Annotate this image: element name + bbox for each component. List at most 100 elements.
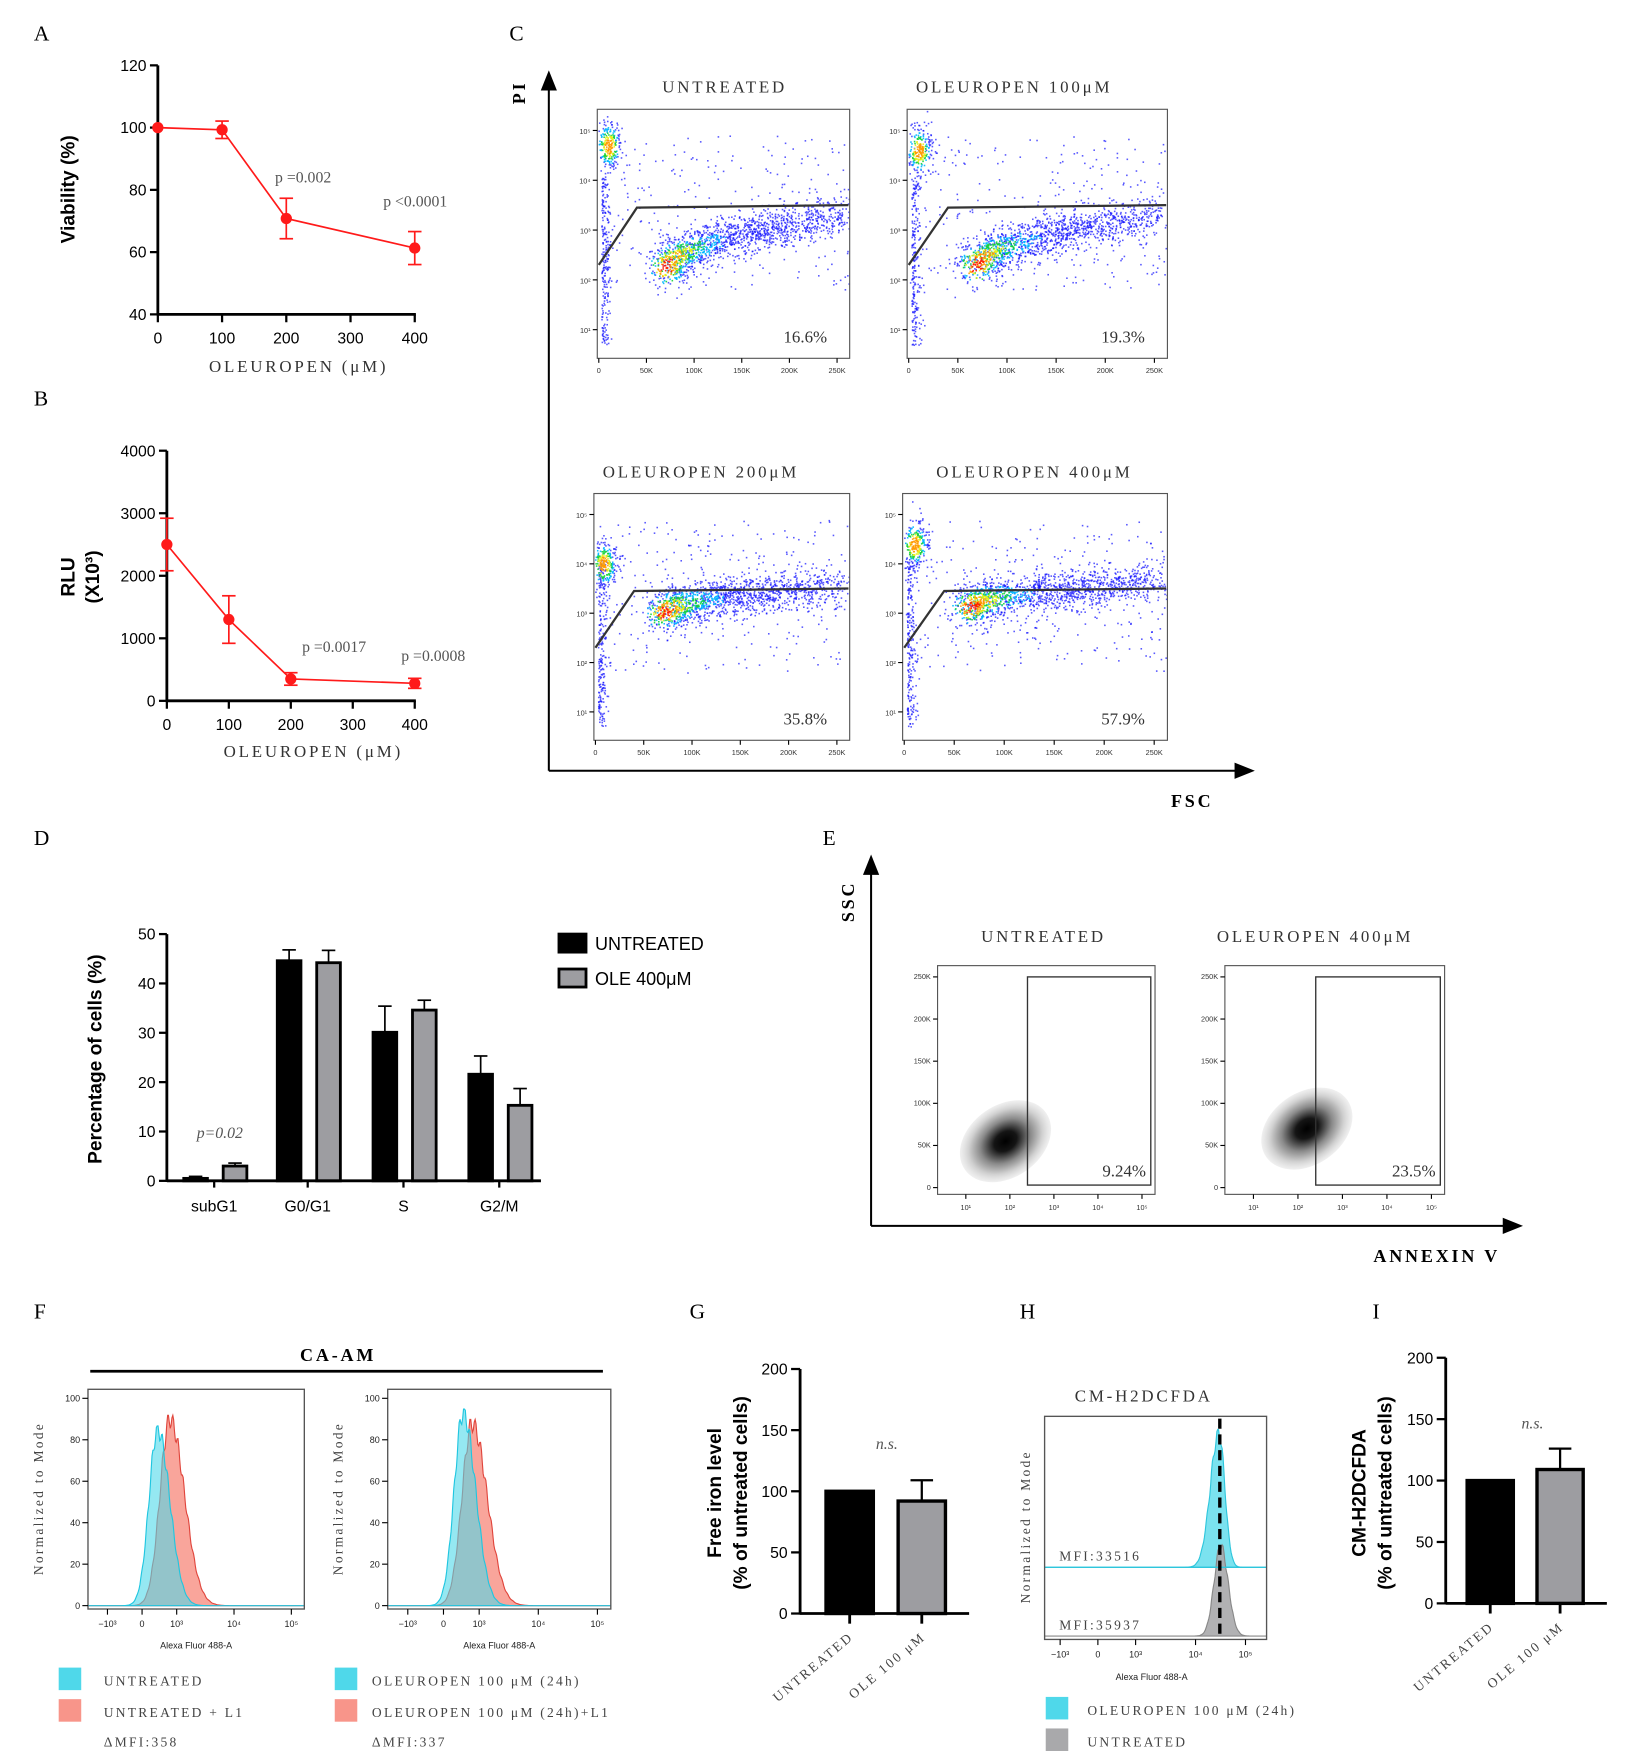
event-dot — [979, 255, 982, 258]
event-dot — [657, 269, 660, 271]
event-dot — [834, 599, 836, 602]
event-dot — [759, 230, 762, 232]
event-dot — [794, 238, 796, 240]
event-dot — [918, 344, 920, 346]
event-dot — [752, 237, 754, 239]
event-dot — [1055, 224, 1057, 227]
event-dot — [839, 658, 841, 660]
event-dot — [1068, 237, 1071, 240]
event-dot — [607, 211, 610, 214]
x-tick-label: 250K — [1146, 366, 1163, 375]
event-dot — [760, 235, 763, 237]
event-dot — [995, 242, 998, 245]
event-dot — [651, 260, 653, 262]
event-dot — [671, 256, 673, 258]
event-dot — [1010, 245, 1012, 248]
event-dot — [608, 156, 611, 158]
event-dot — [783, 200, 786, 202]
event-dot — [1077, 248, 1080, 251]
event-dot — [987, 251, 990, 253]
event-dot — [604, 186, 607, 188]
event-dot — [615, 150, 618, 152]
event-dot — [682, 572, 685, 574]
event-dot — [742, 549, 745, 552]
event-dot — [1033, 272, 1036, 275]
event-dot — [767, 208, 769, 210]
event-dot — [825, 638, 828, 641]
series-line — [166, 543, 415, 685]
event-dot — [614, 155, 617, 157]
event-dot — [604, 233, 607, 236]
event-dot — [683, 249, 685, 252]
event-dot — [974, 263, 977, 266]
event-dot — [764, 225, 767, 227]
event-dot — [796, 229, 799, 231]
event-dot — [1124, 212, 1127, 214]
event-dot — [984, 254, 987, 257]
event-dot — [657, 265, 660, 267]
event-dot — [616, 249, 618, 252]
event-dot — [1070, 237, 1073, 240]
event-dot — [1035, 250, 1037, 253]
event-dot — [723, 248, 726, 251]
event-dot — [1154, 210, 1156, 213]
event-dot — [1134, 209, 1136, 211]
event-dot — [964, 255, 966, 258]
event-dot — [598, 122, 601, 124]
event-dot — [605, 124, 607, 127]
event-dot — [710, 218, 712, 221]
event-dot — [1159, 210, 1162, 212]
event-dot — [1149, 207, 1152, 210]
event-dot — [1000, 238, 1002, 241]
event-dot — [660, 270, 662, 273]
event-dot — [686, 251, 689, 254]
event-dot — [1020, 245, 1023, 247]
event-dot — [722, 242, 724, 244]
event-dot — [729, 238, 732, 241]
event-dot — [672, 252, 674, 254]
event-dot — [1055, 243, 1058, 246]
event-dot — [915, 223, 917, 226]
event-dot — [964, 277, 966, 280]
event-dot — [786, 670, 789, 672]
event-dot — [998, 247, 1000, 250]
event-dot — [991, 262, 994, 264]
event-dot — [1010, 269, 1013, 271]
event-dot — [920, 253, 922, 256]
event-dot — [914, 325, 916, 328]
event-dot — [776, 623, 779, 626]
event-dot — [717, 223, 720, 225]
event-dot — [603, 285, 606, 288]
event-dot — [818, 256, 820, 259]
event-dot — [847, 217, 850, 219]
event-dot — [731, 225, 733, 228]
event-dot — [975, 255, 977, 258]
event-dot — [974, 259, 976, 261]
event-dot — [702, 225, 704, 228]
event-dot — [665, 253, 667, 255]
event-dot — [1128, 138, 1130, 141]
event-dot — [614, 151, 617, 153]
event-dot — [979, 257, 982, 260]
event-dot — [767, 633, 770, 635]
event-dot — [828, 521, 831, 523]
event-dot — [1083, 201, 1086, 204]
event-dot — [1040, 237, 1043, 240]
event-dot — [1015, 241, 1018, 244]
event-dot — [1004, 251, 1006, 254]
event-dot — [969, 278, 972, 281]
event-dot — [998, 252, 1001, 254]
event-dot — [687, 269, 690, 272]
event-dot — [1082, 222, 1085, 225]
event-dot — [681, 239, 684, 241]
event-dot — [920, 339, 923, 341]
event-dot — [1045, 241, 1047, 243]
event-dot — [606, 160, 609, 162]
event-dot — [695, 255, 698, 258]
event-dot — [988, 243, 990, 246]
event-dot — [1112, 249, 1115, 252]
event-dot — [780, 571, 782, 574]
event-dot — [842, 228, 844, 231]
event-dot — [914, 310, 917, 313]
event-dot — [722, 229, 724, 232]
